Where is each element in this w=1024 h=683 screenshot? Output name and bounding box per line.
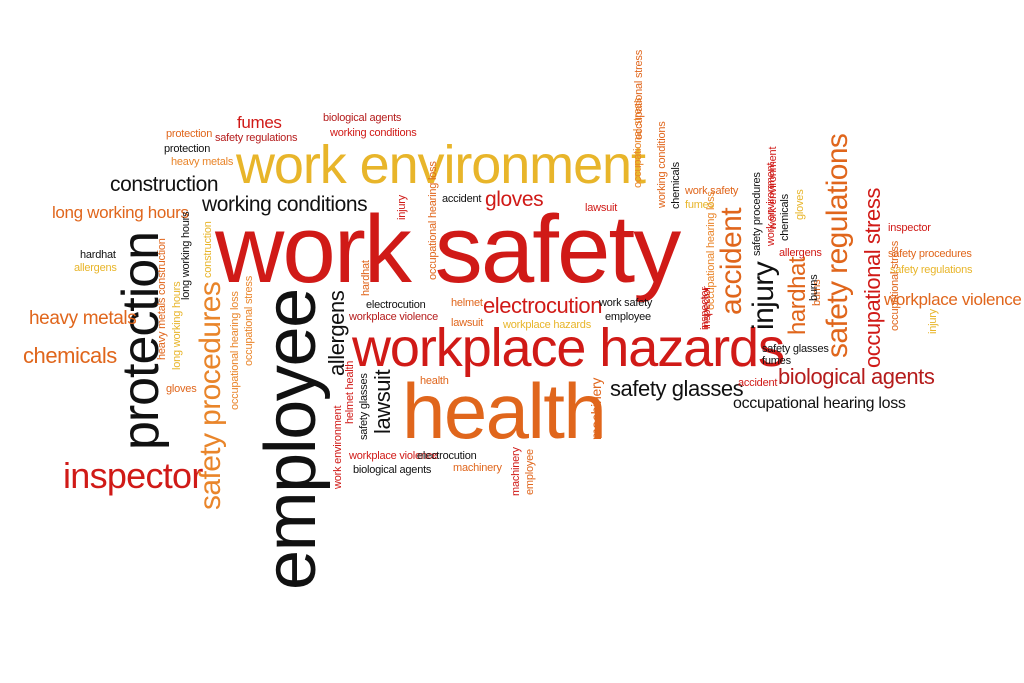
word: machinery xyxy=(453,462,502,474)
word: occupational stress xyxy=(633,50,645,140)
word: heavy metals xyxy=(171,156,234,168)
word: helmet xyxy=(451,297,483,309)
word: long working hours xyxy=(52,203,189,222)
word: employee xyxy=(524,449,536,495)
word: electrocution xyxy=(417,450,477,462)
word: working conditions xyxy=(202,193,368,216)
word: occupational stress xyxy=(860,188,885,368)
word: workplace hazards xyxy=(503,319,591,331)
word: safety procedures xyxy=(194,281,227,510)
word: injury xyxy=(396,195,408,220)
word: protection xyxy=(164,143,211,155)
word: safety glasses xyxy=(762,343,829,355)
word: safety procedures xyxy=(888,248,972,260)
word: safety glasses xyxy=(358,373,370,440)
word: occupational stress xyxy=(243,276,255,366)
word: gloves xyxy=(794,189,806,220)
word: heavy metals xyxy=(29,308,137,329)
word: work safety xyxy=(685,185,739,197)
word: construction xyxy=(110,173,219,196)
word: electrocution xyxy=(366,299,426,311)
word: fumes xyxy=(762,355,791,367)
word: heavy metals construction xyxy=(156,238,168,360)
word: protection xyxy=(166,128,213,140)
word: employee xyxy=(251,289,331,590)
word: hardhat xyxy=(784,256,811,335)
word: allergens xyxy=(74,262,117,274)
word: safety regulations xyxy=(890,264,973,276)
word: biological agents xyxy=(353,464,432,476)
word: accident xyxy=(738,377,778,389)
word: inspector xyxy=(701,286,713,329)
word: chemicals xyxy=(779,194,791,241)
word: working conditions xyxy=(330,127,417,139)
word: lawsuit xyxy=(585,202,618,214)
word: biological agents xyxy=(323,112,402,124)
word: fumes xyxy=(685,199,714,211)
word: occupational hearing loss xyxy=(733,395,906,412)
word: accident xyxy=(715,208,748,315)
word: long working hours xyxy=(171,281,183,370)
word: occupational hearing loss xyxy=(229,291,241,410)
word: workplace violence xyxy=(349,311,438,323)
word: occupational hearing loss xyxy=(427,161,439,280)
word: lawsuit xyxy=(370,369,395,434)
word: inspector xyxy=(63,455,203,496)
word: injury xyxy=(747,261,780,330)
word: employee xyxy=(605,311,651,323)
word: construction xyxy=(202,221,214,278)
word: electrocution xyxy=(483,293,603,318)
word: injury xyxy=(927,309,939,334)
word: burns xyxy=(808,274,820,301)
word: safety glasses xyxy=(610,376,744,401)
word: chemicals xyxy=(670,162,682,209)
word: lawsuit xyxy=(451,317,484,329)
word: working conditions xyxy=(656,121,668,208)
word: gloves xyxy=(166,383,197,395)
word: machinery xyxy=(588,377,604,440)
word: safety regulations xyxy=(215,132,298,144)
word: workplace hazards xyxy=(352,318,785,378)
word: chemicals xyxy=(23,343,117,368)
word: health xyxy=(420,375,449,387)
word: accident xyxy=(442,193,482,205)
word: safety regulations xyxy=(821,133,854,358)
word: safety procedures xyxy=(751,172,763,256)
word: helmet health xyxy=(344,360,356,424)
word: work environment xyxy=(236,135,646,195)
word: work safety xyxy=(215,196,681,303)
word: gloves xyxy=(485,188,544,211)
word: workplace violence xyxy=(884,290,1022,309)
word: work environment xyxy=(767,146,779,230)
word: inspector xyxy=(888,222,931,234)
word: allergens xyxy=(779,247,822,259)
word: biological agents xyxy=(778,364,935,389)
word: workplace violence xyxy=(349,450,438,462)
word: hardhat xyxy=(360,260,372,296)
word: machinery xyxy=(510,447,522,496)
word: work safety xyxy=(599,297,653,309)
word: work environment xyxy=(332,405,344,489)
word: occupational stress xyxy=(889,241,901,331)
word: fumes xyxy=(237,113,282,132)
word: hardhat xyxy=(80,249,116,261)
word: health xyxy=(402,367,607,455)
